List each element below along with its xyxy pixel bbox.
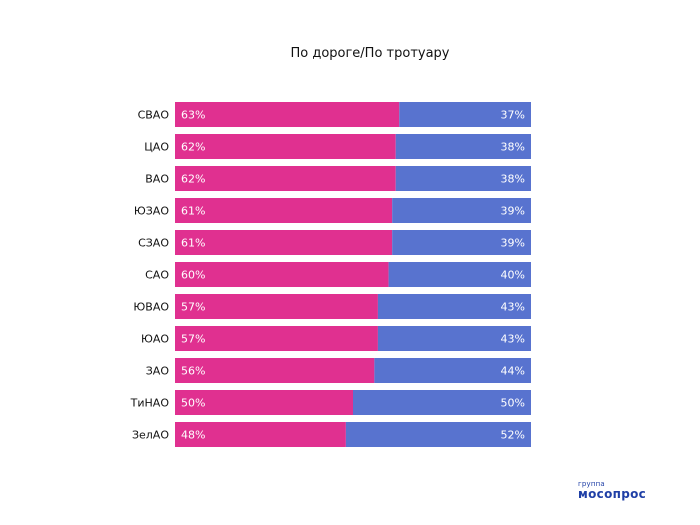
bar-segment-sidewalk <box>395 134 531 159</box>
category-label: СВАО <box>138 109 170 122</box>
mosopros-logo: группа мосопрос <box>578 480 678 504</box>
bar-segment-road <box>175 230 393 255</box>
data-label: 57% <box>181 333 205 346</box>
bar-segment-sidewalk <box>392 198 531 223</box>
bar-segment-sidewalk <box>377 294 531 319</box>
bar-segment-sidewalk <box>377 326 531 351</box>
bar-segment-sidewalk <box>392 230 531 255</box>
category-label: ЮЗАО <box>134 205 169 218</box>
data-label: 61% <box>181 237 205 250</box>
data-label: 60% <box>181 269 205 282</box>
bar-segment-road <box>175 166 396 191</box>
data-label: 62% <box>181 141 205 154</box>
category-label: ЗАО <box>146 365 170 378</box>
bar-segment-road <box>175 198 393 223</box>
category-label: ЦАО <box>144 141 169 154</box>
logo-small-text: группа <box>578 480 605 488</box>
data-label: 38% <box>501 141 525 154</box>
data-label: 37% <box>501 109 525 122</box>
bar-segment-road <box>175 422 346 447</box>
data-label: 50% <box>181 397 205 410</box>
data-label: 52% <box>501 429 525 442</box>
data-label: 43% <box>501 301 525 314</box>
logo-big-text: мосопрос <box>578 487 647 501</box>
bar-segment-sidewalk <box>388 262 531 287</box>
bar-segment-sidewalk <box>395 166 531 191</box>
data-label: 43% <box>501 333 525 346</box>
bar-segment-sidewalk <box>399 102 531 127</box>
data-label: 56% <box>181 365 205 378</box>
bar-segment-road <box>175 134 396 159</box>
category-label: ЗелАО <box>132 429 169 442</box>
data-label: 38% <box>501 173 525 186</box>
data-label: 44% <box>501 365 525 378</box>
bar-segment-sidewalk <box>345 422 531 447</box>
data-label: 63% <box>181 109 205 122</box>
bar-segment-road <box>175 294 378 319</box>
data-label: 39% <box>501 205 525 218</box>
bar-segment-road <box>175 390 353 415</box>
data-label: 40% <box>501 269 525 282</box>
category-label: САО <box>145 269 169 282</box>
bar-segment-road <box>175 102 400 127</box>
bar-segment-sidewalk <box>353 390 531 415</box>
category-label: ЮВАО <box>133 301 169 314</box>
data-label: 62% <box>181 173 205 186</box>
category-label: ВАО <box>145 173 169 186</box>
bar-segment-road <box>175 326 378 351</box>
data-label: 39% <box>501 237 525 250</box>
data-label: 57% <box>181 301 205 314</box>
category-label: СЗАО <box>138 237 169 250</box>
bar-segment-road <box>175 358 375 383</box>
bar-segment-sidewalk <box>374 358 531 383</box>
data-label: 61% <box>181 205 205 218</box>
data-label: 50% <box>501 397 525 410</box>
bar-segment-road <box>175 262 389 287</box>
data-label: 48% <box>181 429 205 442</box>
category-label: ТиНАО <box>130 397 170 410</box>
chart-title: По дороге/По тротуару <box>290 46 450 61</box>
category-label: ЮАО <box>141 333 169 346</box>
